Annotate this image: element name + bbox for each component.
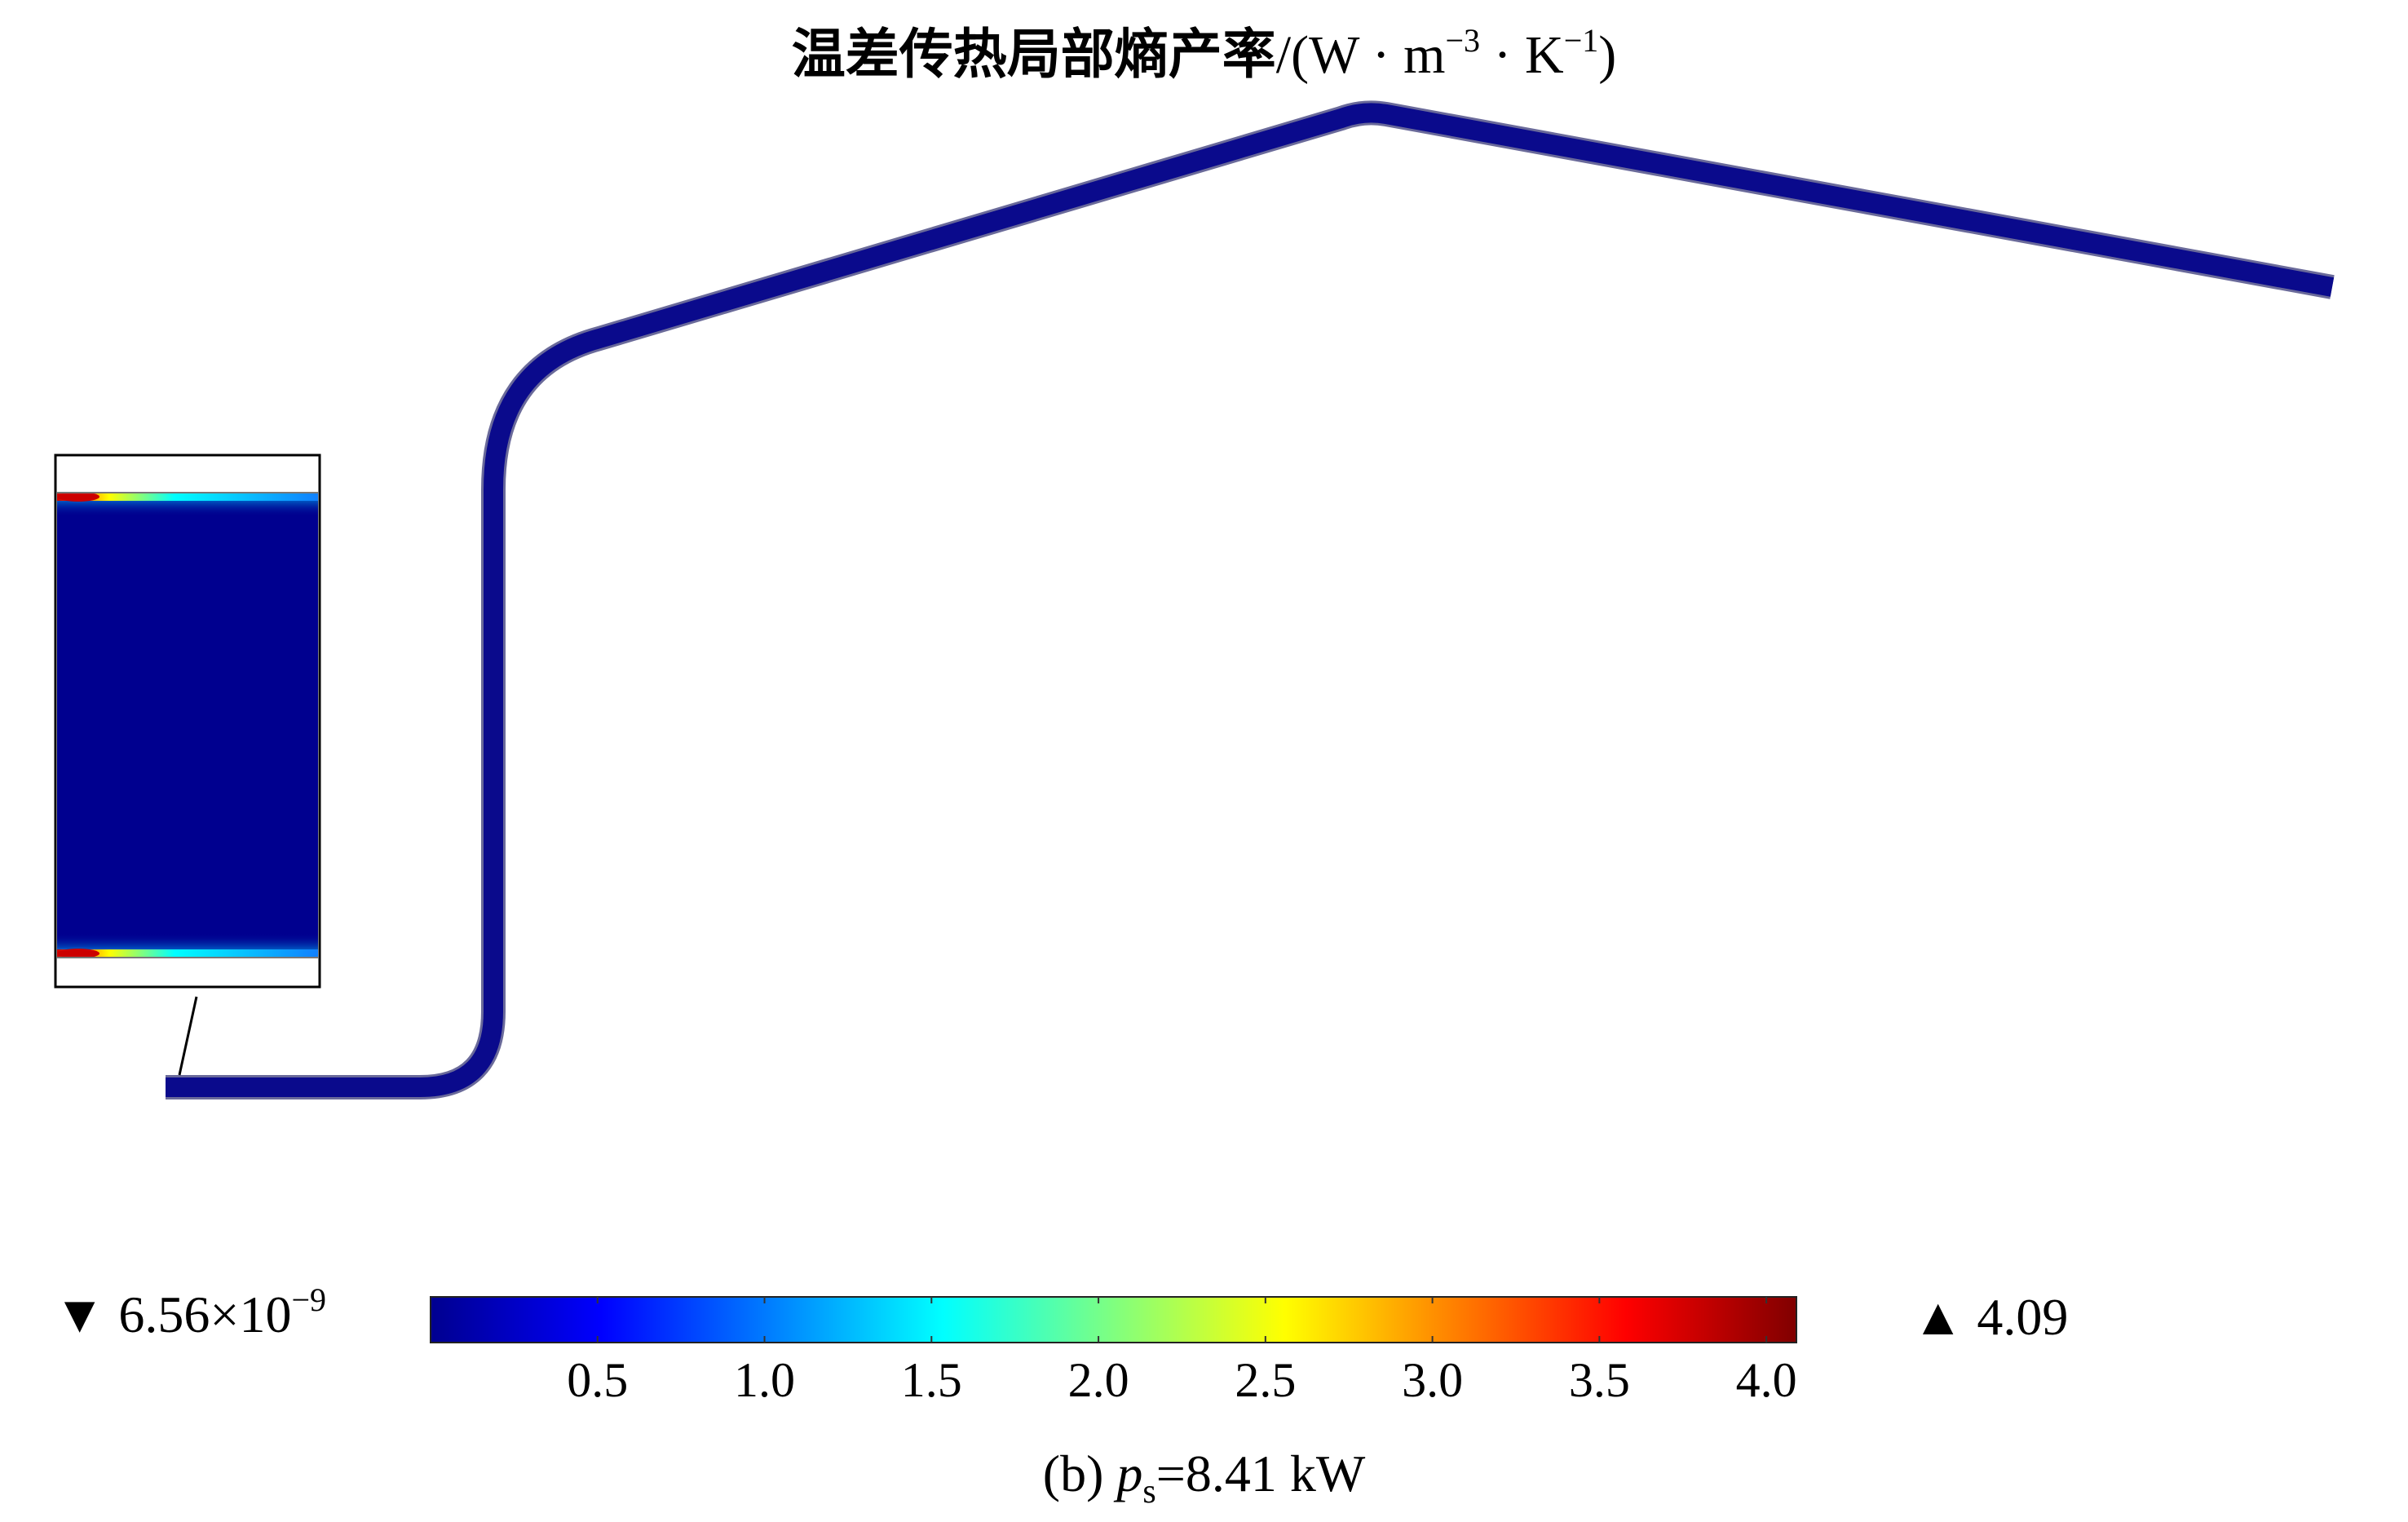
max-marker-icon: ▲ — [1912, 1288, 1964, 1346]
title-unit-exp2: −1 — [1563, 22, 1599, 59]
pipe-body — [166, 103, 2335, 1097]
min-exponent: −9 — [291, 1281, 326, 1318]
colorbar-tick-label: 2.0 — [1068, 1353, 1129, 1407]
colorbar-tick-label: 2.5 — [1235, 1353, 1296, 1407]
colorbar-tick-label: 1.0 — [734, 1353, 795, 1407]
inset-leader-line — [178, 996, 198, 1076]
inset-bottom-hot-spot — [57, 949, 99, 958]
caption-var: p — [1116, 1445, 1143, 1502]
inset-zoom — [54, 454, 321, 989]
min-marker-icon: ▼ — [54, 1285, 106, 1343]
inset-top-hot-spot — [57, 492, 99, 502]
colorbar-tick-label: 4.0 — [1736, 1353, 1797, 1407]
figure-title: 温差传热局部熵产率/(W · m−3 · K−1) — [0, 24, 2408, 82]
pipe — [166, 100, 2335, 1099]
title-quantity: 温差传热局部熵产率 — [791, 23, 1276, 86]
max-value: 4.09 — [1977, 1288, 2069, 1346]
title-unit-open: /(W · m — [1275, 25, 1446, 85]
colorbar-fill — [430, 1296, 1797, 1343]
inset-bottom-hot-layer — [57, 949, 318, 958]
title-unit-close: ) — [1598, 25, 1617, 85]
inset-top-hot-layer — [57, 493, 318, 501]
caption-sub: s — [1142, 1473, 1156, 1511]
colorbar: 0.5 1.0 1.5 2.0 2.5 3.0 3.5 4.0 — [430, 1296, 1797, 1407]
figure-caption: (b) ps=8.41 kW — [0, 1444, 2408, 1511]
caption-value: =8.41 kW — [1155, 1445, 1366, 1502]
min-value: 6.56×10 — [118, 1285, 292, 1343]
caption-label: (b) — [1042, 1445, 1117, 1502]
colorbar-tick-label: 3.0 — [1402, 1353, 1463, 1407]
colorbar-tick-label: 0.5 — [567, 1353, 628, 1407]
colorbar-tick-labels: 0.5 1.0 1.5 2.0 2.5 3.0 3.5 4.0 — [567, 1353, 1796, 1407]
colorbar-tick-label: 1.5 — [901, 1353, 962, 1407]
colorbar-max-label: ▲ 4.09 — [1912, 1287, 2068, 1347]
colorbar-tick-label: 3.5 — [1569, 1353, 1630, 1407]
title-unit-exp1: −3 — [1445, 22, 1481, 59]
title-unit-mid: · K — [1480, 25, 1564, 85]
colorbar-min-label: ▼ 6.56×10−9 — [54, 1281, 326, 1345]
inset-field — [57, 493, 318, 958]
colorbar-ticks — [596, 1297, 1768, 1343]
